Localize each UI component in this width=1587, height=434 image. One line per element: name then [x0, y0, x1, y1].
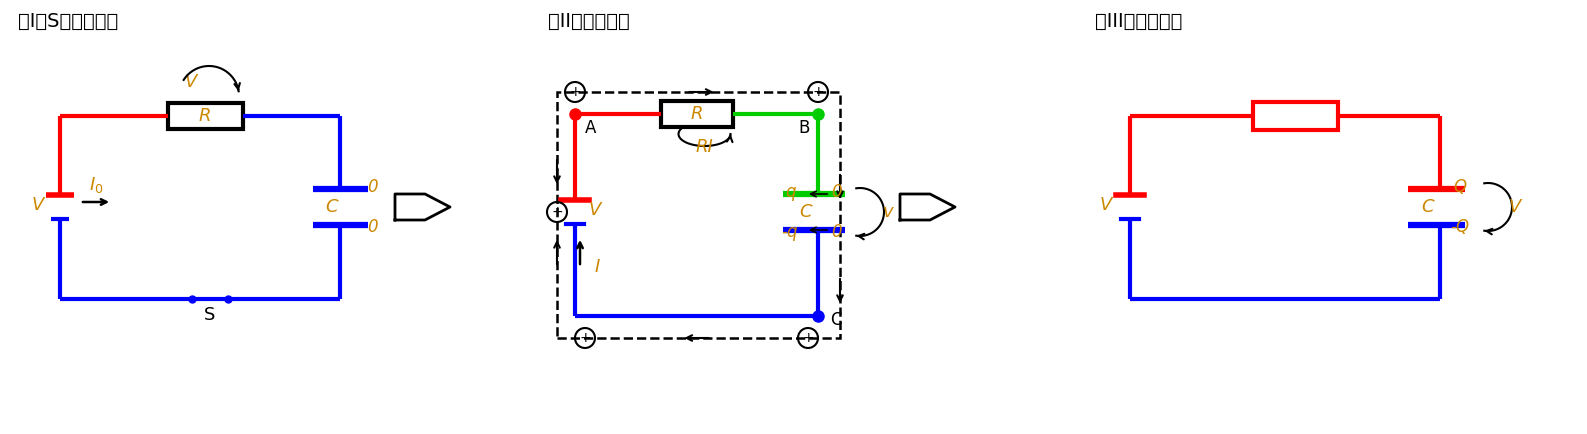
FancyBboxPatch shape: [660, 101, 733, 127]
Text: （I）S閉じた直後: （I）S閉じた直後: [17, 12, 119, 31]
Text: +: +: [570, 85, 581, 99]
Text: -Q: -Q: [1451, 218, 1470, 236]
Text: V: V: [1509, 198, 1522, 216]
Text: RI: RI: [695, 138, 714, 156]
Text: Q: Q: [1454, 178, 1466, 196]
Text: 0: 0: [830, 183, 841, 201]
Text: S: S: [205, 306, 216, 324]
Text: C: C: [800, 203, 813, 221]
Text: V: V: [589, 201, 601, 219]
Text: I: I: [595, 258, 600, 276]
Text: （III）充電完了: （III）充電完了: [1095, 12, 1182, 31]
Text: B: B: [798, 119, 809, 137]
Text: V: V: [184, 73, 197, 91]
Text: $I_0$: $I_0$: [89, 175, 103, 195]
Text: 0: 0: [367, 178, 378, 196]
Text: +: +: [551, 205, 563, 219]
Text: A: A: [586, 119, 597, 137]
Text: R: R: [690, 105, 703, 123]
Text: q: q: [784, 183, 795, 201]
Text: 0: 0: [367, 218, 378, 236]
FancyBboxPatch shape: [1252, 102, 1338, 130]
Text: v: v: [882, 203, 893, 221]
Text: V: V: [1100, 196, 1112, 214]
Text: （II）途中過程: （II）途中過程: [548, 12, 630, 31]
Text: C: C: [1422, 198, 1435, 216]
Text: +: +: [801, 331, 814, 345]
Text: -q: -q: [782, 223, 798, 241]
Text: C: C: [830, 311, 841, 329]
Text: R: R: [198, 107, 211, 125]
Text: V: V: [32, 196, 44, 214]
Bar: [557, 92, 840, 338]
FancyBboxPatch shape: [168, 103, 243, 129]
Polygon shape: [900, 194, 955, 220]
Text: C: C: [325, 198, 338, 216]
Text: 0: 0: [830, 223, 841, 241]
Text: +: +: [579, 331, 590, 345]
Polygon shape: [395, 194, 451, 220]
Text: +: +: [813, 85, 824, 99]
